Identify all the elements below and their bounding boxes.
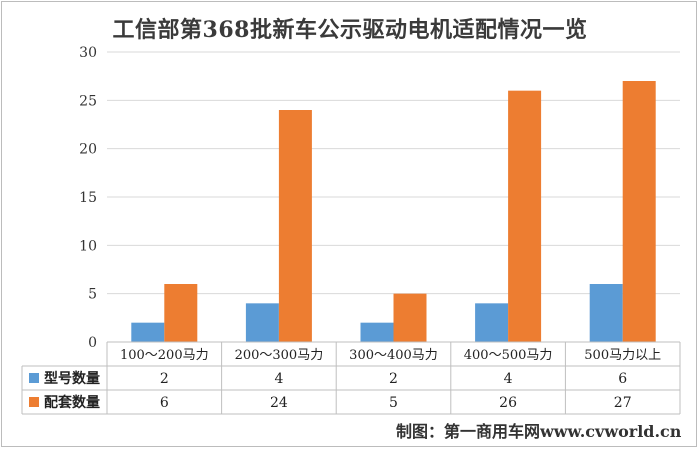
category-label: 500马力以上 [584,348,661,363]
table-cell-value: 2 [389,371,398,387]
category-label: 100～200马力 [120,348,209,363]
y-tick-label: 10 [79,238,97,254]
table-cell-value: 6 [160,395,169,411]
y-axis: 0 5 10 15 20 25 30 [79,45,97,351]
table-cell-value: 5 [389,395,398,411]
bar [245,303,279,342]
y-tick-label: 5 [88,287,97,303]
legend-label: 配套数量 [44,394,100,411]
category-label: 300～400马力 [349,348,438,363]
bar [131,322,165,342]
bars [131,81,656,343]
chart-credit: 制图：第一商用车网www.cvworld.cn [396,422,682,441]
table-cell-value: 24 [270,395,288,411]
y-tick-label: 25 [79,93,97,109]
category-label: 200～300马力 [235,348,324,363]
table-cell-value: 4 [274,371,283,387]
gridlines [107,51,680,295]
table-cell-value: 2 [160,371,169,387]
chart-title: 工信部第368批新车公示驱动电机适配情况一览 [112,17,588,43]
y-tick-label: 15 [79,190,97,206]
legend-label: 型号数量 [44,370,100,387]
legend-swatch [29,373,39,383]
data-table: 100～200马力 200～300马力 300～400马力 400～500马力 500马… [21,341,681,415]
bar [164,284,198,342]
legend-swatch [29,397,39,407]
bar [393,293,427,342]
y-tick-label: 20 [79,142,97,158]
bar [508,90,542,343]
table-cell-value: 6 [618,371,627,387]
table-cell-value: 27 [614,395,632,411]
bar [278,110,312,342]
y-tick-label: 30 [79,45,97,61]
bar [622,81,656,342]
table-cell-value: 4 [504,371,513,387]
bar [360,322,394,342]
bar [475,303,509,342]
bar [589,284,623,342]
table-cell-value: 26 [499,395,517,411]
y-tick-label: 0 [88,335,97,351]
category-label: 400～500马力 [464,348,553,363]
